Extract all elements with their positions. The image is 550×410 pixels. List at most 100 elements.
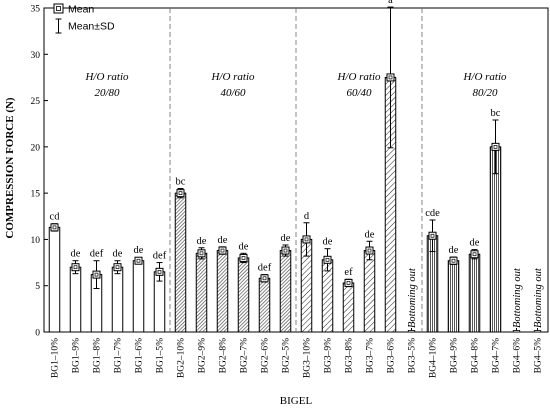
bar (342, 282, 355, 333)
significance-letter: de (113, 249, 123, 260)
x-tick-label: BG3–6% (387, 338, 397, 373)
x-tick-label: BG4–9% (450, 338, 460, 373)
mean-marker-inner (52, 225, 57, 230)
x-tick-label: BG2–10% (177, 338, 187, 378)
x-tick-label: BG3–5% (408, 338, 418, 373)
significance-letter: de (218, 235, 228, 246)
significance-letter: de (470, 238, 480, 249)
legend-sd-label: Mean±SD (68, 21, 115, 33)
y-tick-label: 5 (35, 282, 40, 292)
group-title-line1: H/O ratio (84, 71, 129, 83)
mean-marker-inner (346, 281, 351, 285)
x-tick-label: BG4–5% (534, 338, 544, 373)
y-tick-label: 15 (31, 190, 41, 200)
mean-marker-inner (493, 145, 498, 149)
x-axis: BG1–10% BG1–9% BG1–8% BG1–7% BG1–6% BG1–5% BG2… (51, 328, 544, 378)
mean-marker (365, 246, 374, 255)
mean-marker-inner (220, 248, 225, 253)
mean-marker (92, 270, 101, 279)
mean-markers (50, 73, 500, 287)
y-tick-label: 0 (35, 329, 40, 339)
y-tick-label: 30 (31, 51, 41, 61)
significance-letter: def (258, 263, 272, 274)
significance-letter: de (239, 241, 249, 252)
group-title-line1: H/O ratio (336, 71, 381, 83)
group-title-line2: 40/60 (220, 87, 246, 99)
x-tick-label: BG1–9% (72, 338, 82, 373)
bottoming-out-label: Bottoming out (512, 267, 523, 328)
significance-letter: def (153, 251, 167, 262)
x-tick-label: BG2–9% (198, 338, 208, 373)
y-tick-label: 35 (31, 5, 41, 15)
significance-letter: d (304, 211, 310, 222)
mean-marker (113, 263, 122, 272)
mean-marker (176, 189, 185, 198)
x-tick-label: BG3–9% (324, 338, 334, 373)
significance-letter: cd (50, 212, 61, 223)
bar (111, 266, 124, 333)
mean-marker (449, 256, 458, 265)
y-axis-title: COMPRESSION FORCE (N) (4, 97, 16, 239)
bar (363, 250, 376, 333)
bar (489, 146, 502, 333)
mean-marker-inner (94, 272, 99, 277)
group-title-line2: 20/80 (94, 87, 120, 99)
significance-letter: cde (425, 208, 440, 219)
bars (48, 76, 542, 333)
mean-marker-inner (115, 265, 120, 270)
mean-marker (218, 246, 227, 255)
bar (447, 260, 460, 333)
bar (237, 257, 250, 333)
x-tick-label: BG1–5% (156, 338, 166, 373)
mean-marker-inner (199, 251, 204, 256)
x-tick-label: BG2–5% (282, 338, 292, 373)
mean-marker (155, 267, 164, 276)
significance-letter: de (134, 245, 144, 256)
x-tick-label: BG4–8% (471, 338, 481, 373)
group-dividers (169, 8, 423, 332)
mean-marker-inner (472, 252, 477, 257)
x-tick-label: BG2–7% (240, 338, 250, 373)
legend-mean-label: Mean (68, 4, 94, 16)
mean-marker-inner (157, 269, 162, 274)
mean-marker-inner (304, 237, 309, 242)
mean-marker-inner (241, 256, 246, 260)
significance-letter: de (365, 229, 375, 240)
x-tick-label: BG3–7% (366, 338, 376, 373)
x-tick-label: BG3–8% (345, 338, 355, 373)
mean-marker-inner (451, 258, 456, 263)
bottoming-out-labels: Bottoming out Bottoming out Bottoming out (407, 267, 544, 328)
mean-marker (386, 73, 395, 82)
mean-marker (302, 235, 311, 244)
mean-marker (260, 274, 269, 283)
legend: Mean Mean±SD (53, 3, 115, 34)
significance-letter: de (281, 233, 291, 244)
x-tick-label: BG2–6% (261, 338, 271, 373)
bar (279, 250, 292, 333)
significance-letter: bc (176, 177, 186, 188)
x-tick-label: BG4–10% (429, 338, 439, 378)
x-tick-label: BG3–10% (303, 338, 313, 378)
x-tick-label: BG1–6% (135, 338, 145, 373)
legend-mean-inner-symbol (56, 6, 61, 11)
significance-letter: de (323, 237, 333, 248)
y-tick-label: 10 (31, 236, 41, 246)
x-tick-label: BG1–10% (51, 338, 61, 378)
bar (48, 226, 61, 333)
bar (174, 192, 187, 333)
legend-mean-symbol (53, 3, 64, 14)
mean-marker-inner (325, 257, 330, 262)
mean-marker-inner (367, 248, 372, 253)
bar-empty (533, 330, 542, 333)
mean-marker-inner (430, 233, 435, 238)
x-tick-label: BG4–6% (513, 338, 523, 373)
mean-marker-inner (283, 248, 288, 253)
mean-marker (491, 142, 500, 151)
mean-marker-inner (178, 191, 183, 195)
mean-marker (428, 231, 437, 240)
mean-marker (281, 246, 290, 255)
y-tick-label: 20 (31, 143, 41, 153)
significance-letter: ef (344, 267, 353, 278)
